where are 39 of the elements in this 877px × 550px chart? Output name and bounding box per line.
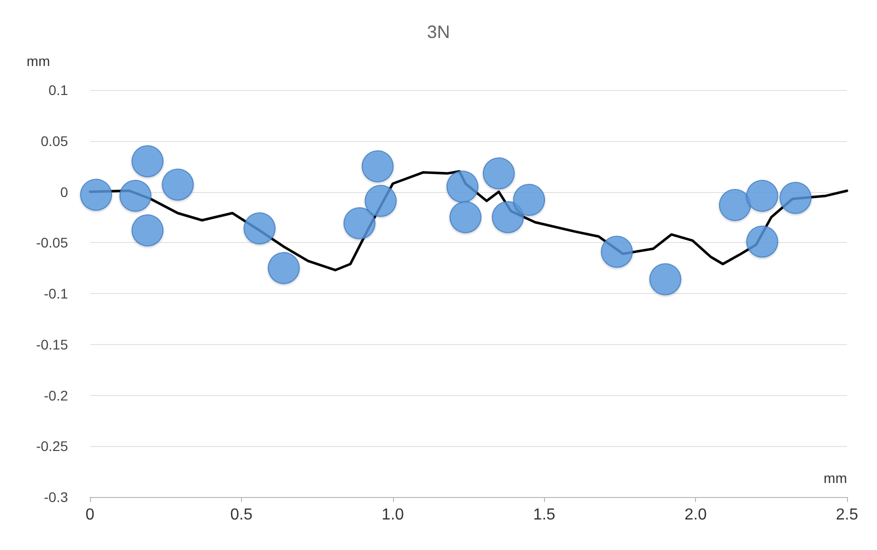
x-tick-label: 2.0 [684, 506, 707, 524]
point [718, 188, 751, 221]
point [80, 178, 112, 211]
x-tick-label: 0.5 [230, 506, 253, 524]
point [446, 170, 478, 203]
point [746, 180, 778, 212]
point [119, 180, 152, 212]
y-tick-label: -0.3 [44, 489, 68, 505]
point [362, 150, 394, 182]
x-tick-label: 2.5 [836, 506, 858, 524]
x-tick-label: 0 [86, 506, 95, 524]
point [649, 263, 682, 296]
point [450, 201, 482, 234]
x-tick-label: 1.0 [382, 506, 404, 524]
point [780, 182, 812, 214]
point [268, 252, 300, 284]
point [600, 236, 633, 268]
x-axis-title: mm [824, 470, 847, 486]
y-tick-label: 0.1 [48, 82, 68, 98]
point [162, 168, 194, 201]
point [132, 214, 164, 246]
point [482, 157, 515, 190]
y-tick-label: -0.2 [44, 387, 68, 404]
point [364, 184, 397, 217]
point [746, 226, 778, 258]
y-tick-label: -0.15 [36, 336, 68, 352]
y-tick-label: 0 [60, 184, 68, 200]
y-axis-title: mm [26, 53, 50, 69]
y-tick-label: -0.05 [36, 234, 68, 251]
y-tick-label: 0.05 [40, 132, 68, 149]
point [244, 212, 276, 244]
point [513, 184, 546, 216]
point [492, 201, 524, 234]
x-tick-label: 1.5 [533, 506, 556, 524]
point [344, 207, 376, 240]
chart-title: 3N [426, 22, 450, 42]
y-tick-label: -0.1 [44, 286, 68, 302]
y-tick-label: -0.25 [36, 438, 68, 454]
point [132, 145, 164, 178]
